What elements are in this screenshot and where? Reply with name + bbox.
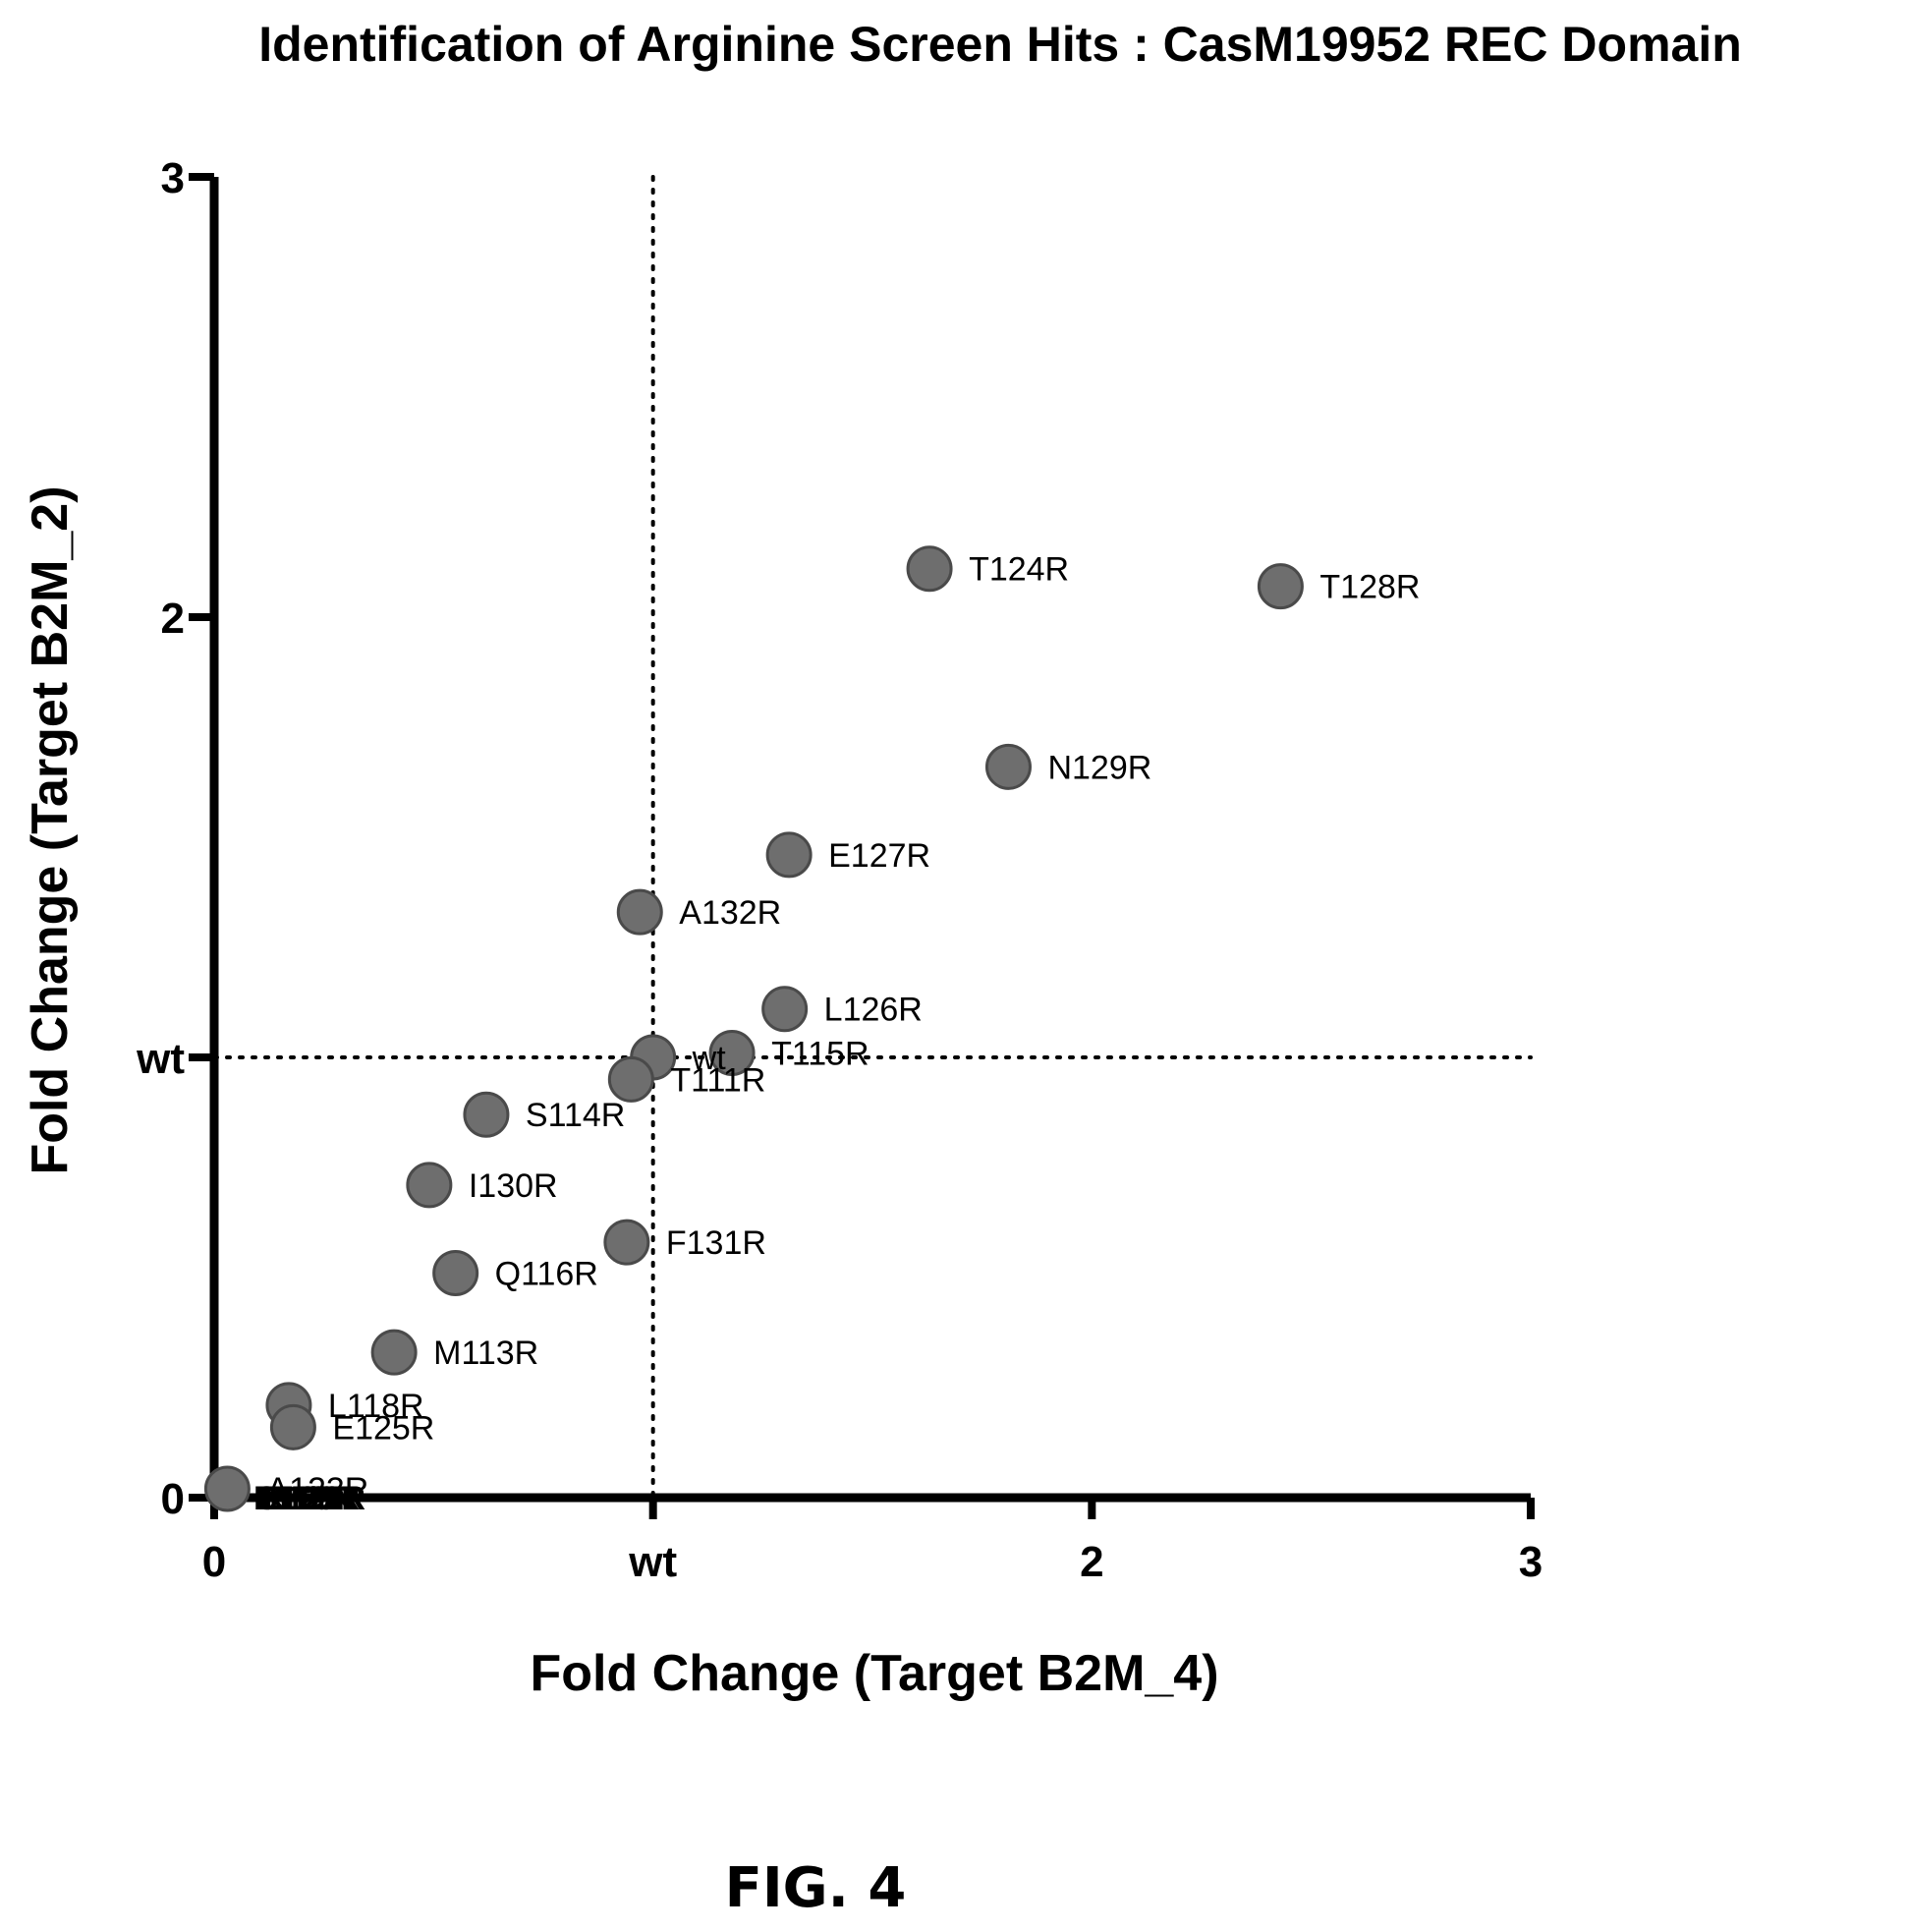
point-label: F131R: [666, 1224, 766, 1262]
point-label: L120R: [259, 1480, 360, 1517]
y-axis-title: Fold Change (Target B2M_2): [22, 485, 79, 1174]
data-point: [370, 1329, 418, 1376]
figure-caption: FIG. 4: [725, 1856, 907, 1920]
point-label: T115R: [771, 1036, 869, 1073]
data-point: [616, 888, 663, 936]
data-point: [761, 986, 809, 1033]
point-label: M113R: [433, 1335, 538, 1372]
point-label: N129R: [1047, 749, 1151, 786]
point-label: wt: [692, 1040, 727, 1077]
data-point: [708, 1030, 756, 1077]
point-label: F112R: [253, 1480, 352, 1517]
data-point: [765, 831, 813, 879]
point-label: I130R: [469, 1167, 558, 1205]
x-tick-label: wt: [628, 1538, 677, 1586]
y-tick-label: 2: [161, 595, 185, 643]
point-label: E125R: [332, 1409, 434, 1447]
point-label: A132R: [679, 894, 781, 932]
data-point: [603, 1219, 650, 1266]
point-label: E127R: [828, 837, 930, 875]
point-label: L118R: [328, 1388, 424, 1425]
point-label: L119R: [257, 1480, 356, 1517]
point-label: S117R: [255, 1480, 356, 1517]
tick-labels: 0 wt 2 3 0 wt 2 3: [136, 154, 1542, 1586]
x-tick-label: 3: [1519, 1538, 1542, 1586]
data-point: [607, 1055, 654, 1103]
chart-title: Identification of Arginine Screen Hits :…: [258, 17, 1742, 72]
y-tick-label: 0: [161, 1475, 185, 1523]
data-point: [432, 1250, 479, 1297]
point-label: T128R: [1319, 569, 1420, 606]
data-point: [406, 1162, 453, 1209]
x-tick-label: 0: [202, 1538, 226, 1586]
axes: [189, 173, 1535, 1519]
y-tick-label: 3: [161, 154, 185, 202]
point-label: T124R: [969, 551, 1069, 589]
data-point: [463, 1091, 510, 1138]
point-label: A123R: [266, 1471, 368, 1508]
data-point: [269, 1403, 316, 1450]
point-label: E122R: [263, 1480, 365, 1517]
data-point: [1257, 563, 1304, 610]
point-label: S114R: [526, 1097, 625, 1134]
y-tick-label: wt: [136, 1035, 185, 1083]
point-label: K121R: [261, 1480, 365, 1517]
x-tick-label: 2: [1080, 1538, 1103, 1586]
data-point: [906, 545, 953, 593]
point-label: T111R: [670, 1061, 765, 1099]
point-label: Q116R: [495, 1256, 598, 1293]
point-label: L126R: [824, 992, 923, 1029]
data-points: [203, 545, 1304, 1512]
data-point: [203, 1465, 251, 1512]
data-point: [984, 743, 1032, 790]
x-axis-title: Fold Change (Target B2M_4): [530, 1645, 1218, 1702]
reference-lines: [212, 175, 1533, 1500]
